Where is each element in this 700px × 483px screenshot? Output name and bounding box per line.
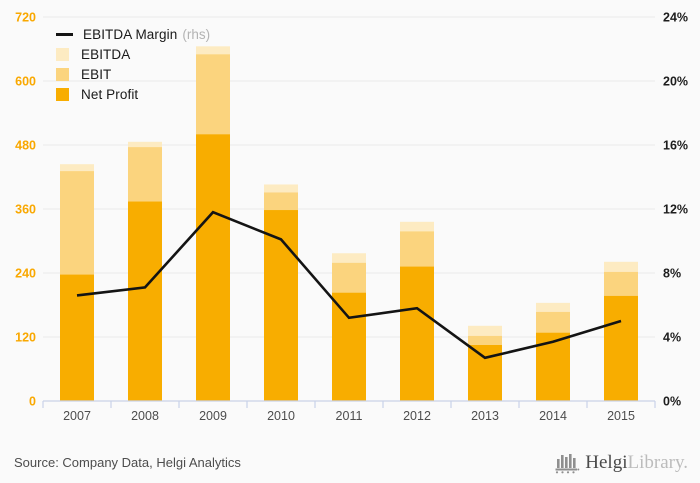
legend-box-swatch — [56, 47, 69, 61]
chart-legend: EBITDA Margin (rhs) EBITDA EBIT Net Profit — [56, 26, 211, 102]
svg-text:720: 720 — [15, 11, 36, 25]
svg-text:2014: 2014 — [539, 409, 567, 423]
svg-text:2009: 2009 — [199, 409, 227, 423]
bar-segment-net-profit — [604, 295, 638, 401]
svg-text:2008: 2008 — [131, 409, 159, 423]
svg-text:12%: 12% — [663, 203, 688, 217]
svg-text:2010: 2010 — [267, 409, 295, 423]
chart-svg: 0 120 240 360 480 600 720 0% 4% 8% 12% 16% 20% 24% 200… — [15, 11, 688, 424]
bar-segment-net-profit — [196, 134, 230, 402]
bar-segment-net-profit — [332, 292, 366, 401]
svg-text:16%: 16% — [663, 139, 688, 153]
bar-2010 — [264, 184, 298, 401]
bar-segment-net-profit — [468, 345, 502, 401]
bar-2012 — [400, 221, 434, 401]
helgi-logo: HelgiLibrary. — [554, 450, 688, 474]
bar-segment-net-profit — [400, 266, 434, 401]
svg-text:2013: 2013 — [471, 409, 499, 423]
source-text: Source: Company Data, Helgi Analytics — [14, 454, 241, 470]
legend-label: EBITDA — [81, 46, 131, 62]
bar-2008 — [128, 141, 162, 402]
svg-text:4%: 4% — [663, 331, 681, 345]
svg-text:360: 360 — [15, 203, 36, 217]
svg-text:8%: 8% — [663, 267, 681, 281]
svg-text:20%: 20% — [663, 75, 688, 89]
logo-text: HelgiLibrary. — [585, 453, 688, 472]
bar-2013 — [468, 325, 502, 401]
svg-text:600: 600 — [15, 75, 36, 89]
svg-text:2015: 2015 — [607, 409, 635, 423]
logo-text-secondary: Library. — [627, 451, 689, 473]
logo-text-primary: Helgi — [585, 451, 628, 473]
legend-item-ebitda-margin: EBITDA Margin (rhs) — [56, 26, 211, 42]
legend-item-net-profit: Net Profit — [56, 86, 210, 102]
legend-box-swatch — [56, 67, 69, 81]
legend-line-swatch — [56, 32, 73, 36]
bar-2007 — [60, 164, 94, 401]
svg-text:0: 0 — [29, 395, 36, 409]
ebitda-margin-line — [76, 210, 622, 360]
legend-rhs-note: (rhs) — [182, 26, 211, 42]
legend-label: Net Profit — [81, 86, 139, 102]
svg-text:2011: 2011 — [336, 409, 363, 423]
svg-text:480: 480 — [15, 139, 36, 153]
legend-item-ebitda: EBITDA — [56, 46, 210, 62]
svg-text:24%: 24% — [663, 11, 688, 25]
chart-panel: 0 120 240 360 480 600 720 0% 4% 8% 12% 16% 20% 24% 200… — [15, 11, 688, 424]
svg-text:240: 240 — [15, 267, 36, 281]
bar-segment-net-profit — [264, 210, 298, 401]
left-axis-labels: 0 120 240 360 480 600 720 — [15, 11, 36, 409]
bar-segment-net-profit — [60, 274, 94, 401]
footer: Source: Company Data, Helgi Analytics He… — [0, 441, 700, 483]
bar-2015 — [604, 261, 638, 401]
bar-segment-net-profit — [128, 201, 162, 401]
bar-2011 — [332, 253, 366, 401]
svg-text:0%: 0% — [663, 395, 681, 409]
bar-chart-logo-icon — [555, 454, 580, 474]
bar-2014 — [536, 302, 570, 401]
category-labels: 2007 2008 2009 2010 2011 2012 2013 2014 2015 — [63, 409, 635, 423]
svg-text:2012: 2012 — [403, 409, 431, 423]
svg-text:2007: 2007 — [63, 409, 91, 423]
svg-text:120: 120 — [15, 331, 36, 345]
legend-item-ebit: EBIT — [56, 66, 210, 82]
legend-label: EBITDA Margin — [83, 26, 178, 42]
x-axis — [42, 400, 656, 408]
legend-label: EBIT — [81, 66, 112, 82]
legend-box-swatch — [56, 87, 69, 101]
right-axis-labels: 0% 4% 8% 12% 16% 20% 24% — [663, 11, 688, 409]
